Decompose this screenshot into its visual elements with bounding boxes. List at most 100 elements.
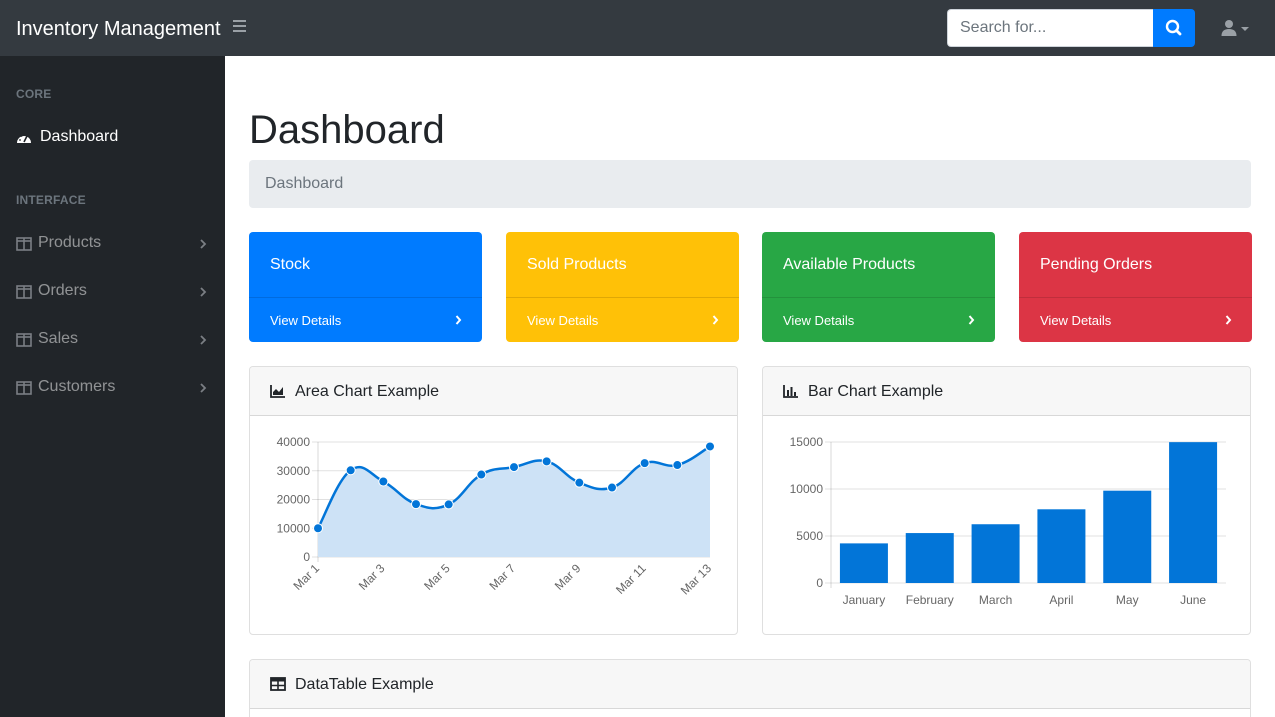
view-details-link[interactable]: View Details	[249, 297, 482, 342]
bar-chart-icon	[783, 385, 798, 398]
chevron-right-icon	[712, 315, 719, 325]
area-chart: 0 10000 20000 30000 40000 Mar 1 Mar 3 Mar 5 Mar …	[277, 435, 715, 598]
columns-icon	[16, 333, 32, 347]
area-fill	[318, 446, 710, 557]
sold-products-card: Sold Products View Details	[506, 232, 739, 342]
data-point	[705, 441, 715, 452]
user-dropdown[interactable]	[1220, 18, 1252, 40]
datatable-panel: DataTable Example	[249, 659, 1251, 717]
area-chart-icon	[270, 385, 285, 398]
bar	[971, 524, 1020, 583]
user-icon	[1221, 20, 1249, 36]
columns-icon	[16, 237, 32, 251]
sidebar-item-orders[interactable]: Orders	[0, 272, 225, 312]
y-tick-label: 10000	[790, 482, 824, 496]
area-chart-panel: Area Chart Example 0 10000 20000 30000 40000…	[249, 366, 738, 635]
sidebar-heading-core: CORE	[16, 87, 52, 101]
view-details-label: View Details	[1040, 313, 1112, 328]
x-tick-label: May	[1116, 593, 1139, 607]
bar	[1103, 490, 1152, 583]
stock-card: Stock View Details	[249, 232, 482, 342]
sidebar-item-label: Sales	[38, 330, 79, 347]
sidebar-item-label: Orders	[38, 282, 87, 299]
search-button[interactable]	[1153, 9, 1195, 47]
x-tick-label: Mar 1	[291, 561, 323, 593]
view-details-link[interactable]: View Details	[506, 297, 739, 342]
top-navbar: Inventory Management	[0, 0, 1275, 56]
data-point	[476, 469, 487, 480]
view-details-link[interactable]: View Details	[1019, 297, 1252, 342]
bar	[1037, 509, 1086, 583]
panel-title: DataTable Example	[295, 676, 434, 693]
x-tick-label: Mar 13	[678, 561, 715, 598]
tachometer-icon	[17, 133, 31, 143]
sidebar-item-customers[interactable]: Customers	[0, 368, 225, 408]
data-point	[378, 476, 389, 487]
data-point	[313, 523, 323, 534]
x-tick-label: March	[979, 593, 1012, 607]
panel-header: Area Chart Example	[250, 367, 737, 416]
breadcrumb-item[interactable]: Dashboard	[265, 175, 344, 192]
x-tick-label: April	[1049, 593, 1073, 607]
search-input[interactable]	[947, 9, 1154, 47]
y-tick-label: 5000	[796, 529, 823, 543]
y-tick-label: 0	[303, 550, 310, 564]
search-icon	[1165, 19, 1182, 36]
y-tick-label: 40000	[277, 435, 311, 449]
sidebar-item-dashboard[interactable]: Dashboard	[0, 118, 225, 158]
card-title: Sold Products	[527, 256, 627, 273]
sidebar-item-sales[interactable]: Sales	[0, 320, 225, 360]
sidebar-item-label: Customers	[38, 378, 116, 395]
bar-chart: 0 5000 10000 15000 January February March April…	[790, 435, 1226, 607]
chevron-right-icon	[200, 383, 207, 393]
view-details-label: View Details	[783, 313, 855, 328]
panel-header: DataTable Example	[250, 660, 1250, 709]
x-tick-label: February	[906, 593, 954, 607]
x-tick-label: January	[843, 593, 886, 607]
data-point	[672, 460, 683, 471]
pending-orders-card: Pending Orders View Details	[1019, 232, 1252, 342]
y-tick-label: 15000	[790, 435, 824, 449]
chevron-right-icon	[455, 315, 462, 325]
sidebar-item-label: Dashboard	[40, 128, 119, 145]
sidebar: CORE Dashboard INTERFACE Products Orders…	[0, 56, 225, 717]
menu-toggle-icon[interactable]	[233, 20, 246, 36]
data-point	[639, 458, 650, 469]
y-tick-label: 0	[816, 576, 823, 590]
sidebar-heading-interface: INTERFACE	[16, 193, 86, 207]
x-tick-label: Mar 9	[552, 561, 584, 593]
panel-title: Bar Chart Example	[808, 383, 944, 400]
bar	[1169, 442, 1218, 583]
x-tick-label: Mar 11	[613, 561, 649, 597]
chevron-right-icon	[200, 287, 207, 297]
card-title: Stock	[270, 256, 311, 273]
x-tick-label: June	[1180, 593, 1206, 607]
x-tick-label: Mar 7	[487, 561, 519, 593]
chevron-right-icon	[200, 335, 207, 345]
sidebar-item-products[interactable]: Products	[0, 224, 225, 264]
chevron-right-icon	[200, 239, 207, 249]
card-title: Pending Orders	[1040, 256, 1153, 273]
columns-icon	[16, 285, 32, 299]
bar-chart-panel: Bar Chart Example 0 5000 10000 15000 January…	[762, 366, 1251, 635]
bar	[839, 543, 888, 583]
search-bar	[947, 9, 1195, 47]
breadcrumb: Dashboard	[249, 160, 1251, 208]
columns-icon	[16, 381, 32, 395]
y-tick-label: 20000	[277, 493, 311, 507]
view-details-label: View Details	[527, 313, 599, 328]
view-details-link[interactable]: View Details	[762, 297, 995, 342]
x-tick-label: Mar 5	[421, 561, 453, 593]
data-point	[541, 456, 552, 467]
chevron-right-icon	[968, 315, 975, 325]
panel-header: Bar Chart Example	[763, 367, 1250, 416]
chevron-right-icon	[1225, 315, 1232, 325]
sidebar-item-label: Products	[38, 234, 102, 251]
y-tick-label: 30000	[277, 464, 311, 478]
view-details-label: View Details	[270, 313, 342, 328]
app-title[interactable]: Inventory Management	[16, 18, 221, 40]
page-title: Dashboard	[249, 108, 445, 152]
data-point	[509, 462, 519, 473]
data-point	[345, 465, 356, 476]
data-point	[411, 499, 421, 510]
